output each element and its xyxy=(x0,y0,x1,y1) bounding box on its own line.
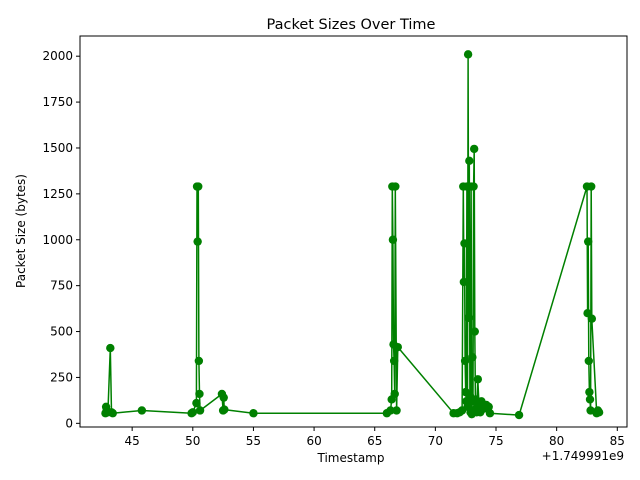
data-point xyxy=(219,393,228,402)
data-point xyxy=(473,375,483,384)
data-point xyxy=(585,395,595,404)
data-point xyxy=(594,408,604,417)
data-point xyxy=(249,409,258,418)
y-tick-label: 1000 xyxy=(42,233,73,247)
data-point xyxy=(389,356,399,366)
data-point xyxy=(583,237,593,246)
data-point xyxy=(485,409,495,418)
y-tick-label: 2000 xyxy=(42,49,73,63)
x-tick-label: 80 xyxy=(549,434,564,448)
data-point xyxy=(220,405,229,414)
y-tick-label: 1500 xyxy=(42,141,73,155)
data-point xyxy=(390,389,399,399)
x-axis-offset-label: +1.749991e9 xyxy=(542,449,624,463)
data-point xyxy=(469,182,478,191)
data-point xyxy=(388,235,398,244)
data-point xyxy=(463,50,473,59)
x-tick-label: 50 xyxy=(185,434,200,448)
x-tick-label: 45 xyxy=(125,434,140,448)
data-point xyxy=(188,408,197,417)
data-point xyxy=(585,387,594,397)
chart-title: Packet Sizes Over Time xyxy=(267,17,436,33)
x-tick-label: 60 xyxy=(306,434,321,448)
x-axis-label: Timestamp xyxy=(317,451,385,465)
data-point xyxy=(194,182,203,191)
y-axis: 0 250 500 750 1000 1250 1500 1750 2000 xyxy=(42,49,80,430)
x-tick-label: 65 xyxy=(367,434,382,448)
data-point xyxy=(459,277,469,287)
data-point xyxy=(464,313,473,322)
data-point xyxy=(393,342,402,352)
data-point xyxy=(584,356,593,366)
data-point xyxy=(195,406,205,415)
data-point xyxy=(106,343,115,353)
x-tick-label: 55 xyxy=(246,434,261,448)
data-point xyxy=(587,314,597,323)
y-tick-label: 250 xyxy=(50,370,73,384)
data-point xyxy=(484,402,493,412)
data-point xyxy=(470,327,479,336)
y-tick-label: 1250 xyxy=(42,187,73,201)
data-point xyxy=(386,406,395,415)
data-point xyxy=(468,353,477,362)
data-point xyxy=(460,239,469,248)
data-point xyxy=(392,406,401,415)
x-axis: 45 50 55 60 65 70 75 80 85 xyxy=(125,427,625,448)
data-point xyxy=(137,406,147,415)
data-point xyxy=(195,389,204,399)
y-axis-label: Packet Size (bytes) xyxy=(14,174,28,288)
data-point xyxy=(192,398,201,408)
y-tick-label: 500 xyxy=(50,325,73,339)
data-point xyxy=(391,182,400,191)
plot-frame xyxy=(79,35,628,428)
data-point xyxy=(514,410,524,420)
x-tick-label: 85 xyxy=(610,434,625,448)
data-point xyxy=(193,237,202,246)
data-point xyxy=(469,144,479,154)
data-point xyxy=(587,182,596,191)
data-point xyxy=(108,409,117,418)
plot-area xyxy=(101,50,604,420)
data-point xyxy=(460,356,470,366)
x-tick-label: 70 xyxy=(428,434,443,448)
y-tick-label: 0 xyxy=(65,416,73,430)
data-point xyxy=(194,356,204,366)
x-tick-label: 75 xyxy=(488,434,503,448)
y-tick-label: 750 xyxy=(50,279,73,293)
y-tick-label: 1750 xyxy=(42,95,73,109)
data-point xyxy=(465,156,474,166)
